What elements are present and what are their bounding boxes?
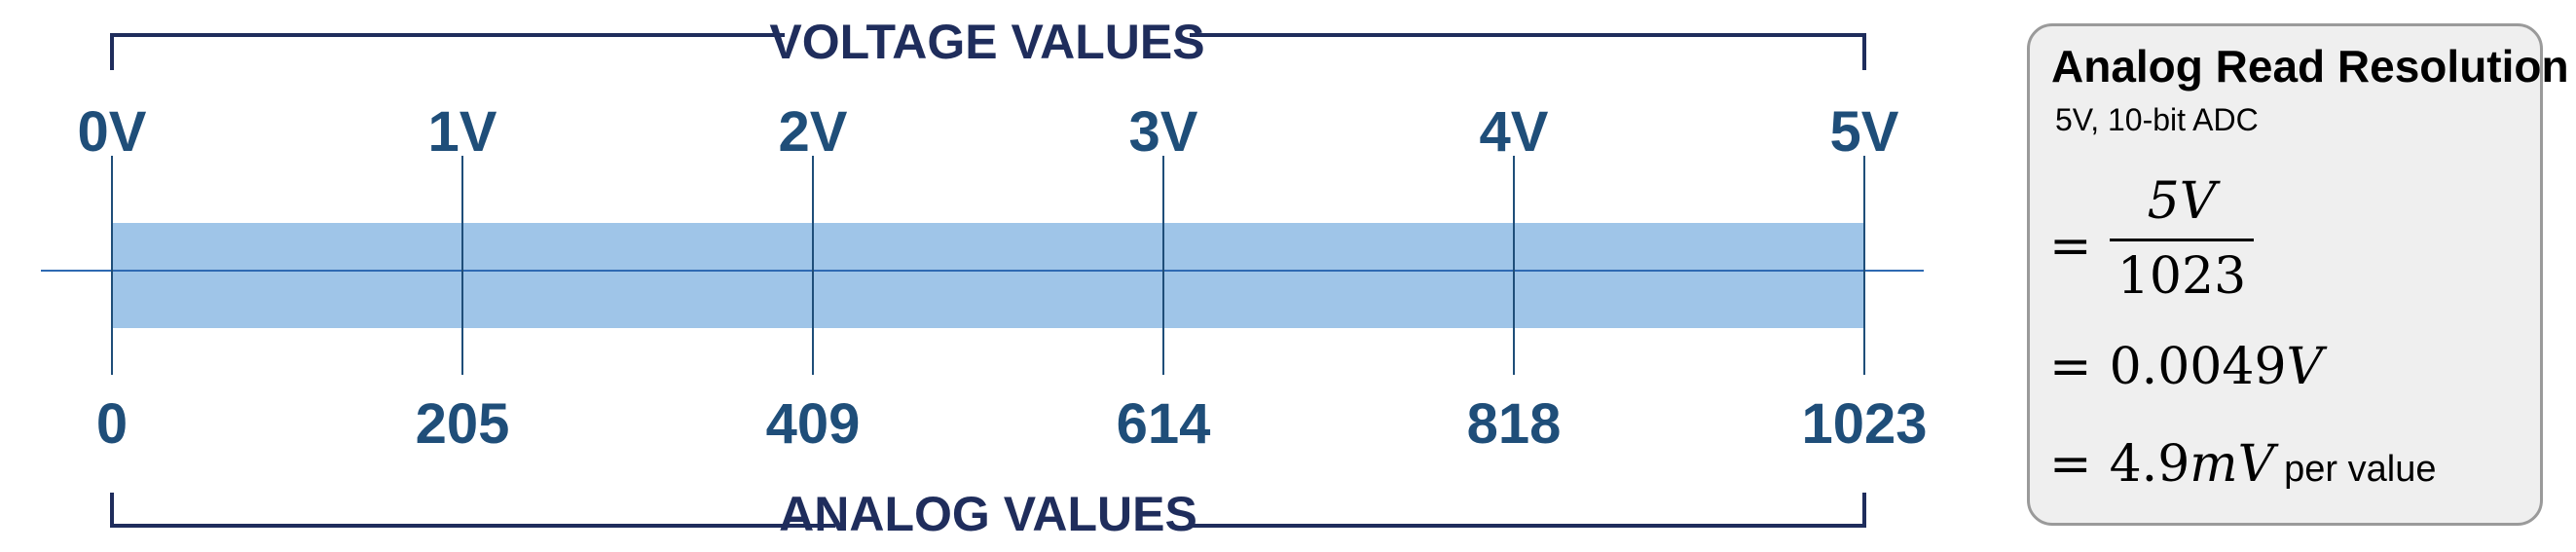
- equals-sign: =: [2049, 338, 2092, 396]
- voltage-tick-label: 5V: [1830, 100, 1899, 164]
- analog-values-bracket: ANALOG VALUES: [110, 487, 1866, 541]
- volts-unit: V: [2286, 338, 2324, 396]
- voltage-analog-scale: VOLTAGE VALUES ANALOG VALUES 0V 0 1V 205 2V 4…: [41, 15, 1928, 541]
- millivolts-unit: mV: [2190, 435, 2275, 494]
- voltage-tick-label: 1V: [428, 100, 497, 164]
- analog-values-title: ANALOG VALUES: [779, 487, 1197, 541]
- range-band: [112, 223, 1864, 328]
- resolution-fraction: 5V 1023: [2110, 172, 2254, 306]
- equals-sign: =: [2049, 435, 2092, 494]
- millivolts-number: 4.9: [2109, 435, 2190, 494]
- tick-group: 0V 0 1V 205 2V 409 3V 614 4V 818 5V 1023: [78, 100, 1928, 456]
- per-value-label: per value: [2284, 449, 2437, 490]
- analog-tick-label: 1023: [1801, 392, 1927, 456]
- analog-tick-label: 0: [96, 392, 128, 456]
- equation-fraction-row: =: [2049, 217, 2110, 276]
- equals-sign: =: [2049, 217, 2092, 276]
- voltage-tick-label: 4V: [1480, 100, 1549, 164]
- analog-tick-label: 205: [416, 392, 510, 456]
- resolution-subtitle: 5V, 10-bit ADC: [2055, 102, 2259, 137]
- voltage-values-title: VOLTAGE VALUES: [769, 15, 1204, 69]
- resolution-box: Analog Read Resolution 5V, 10-bit ADC = …: [2027, 23, 2569, 526]
- voltage-tick-label: 3V: [1129, 100, 1198, 164]
- voltage-values-bracket: VOLTAGE VALUES: [110, 15, 1866, 70]
- fraction-numerator: 5V: [2147, 172, 2217, 231]
- fraction-denominator: 1023: [2116, 247, 2247, 306]
- equation-millivolts-row: = 4.9mV per value: [2049, 435, 2436, 494]
- voltage-tick-label: 2V: [779, 100, 848, 164]
- volts-number: 0.0049: [2109, 338, 2287, 396]
- resolution-title: Analog Read Resolution: [2051, 41, 2569, 92]
- voltage-tick-label: 0V: [78, 100, 147, 164]
- analog-tick-label: 614: [1117, 392, 1211, 456]
- equation-volts-row: = 0.0049V: [2049, 338, 2323, 396]
- analog-tick-label: 409: [766, 392, 861, 456]
- analog-tick-label: 818: [1467, 392, 1562, 456]
- fraction-bar: [2110, 239, 2254, 241]
